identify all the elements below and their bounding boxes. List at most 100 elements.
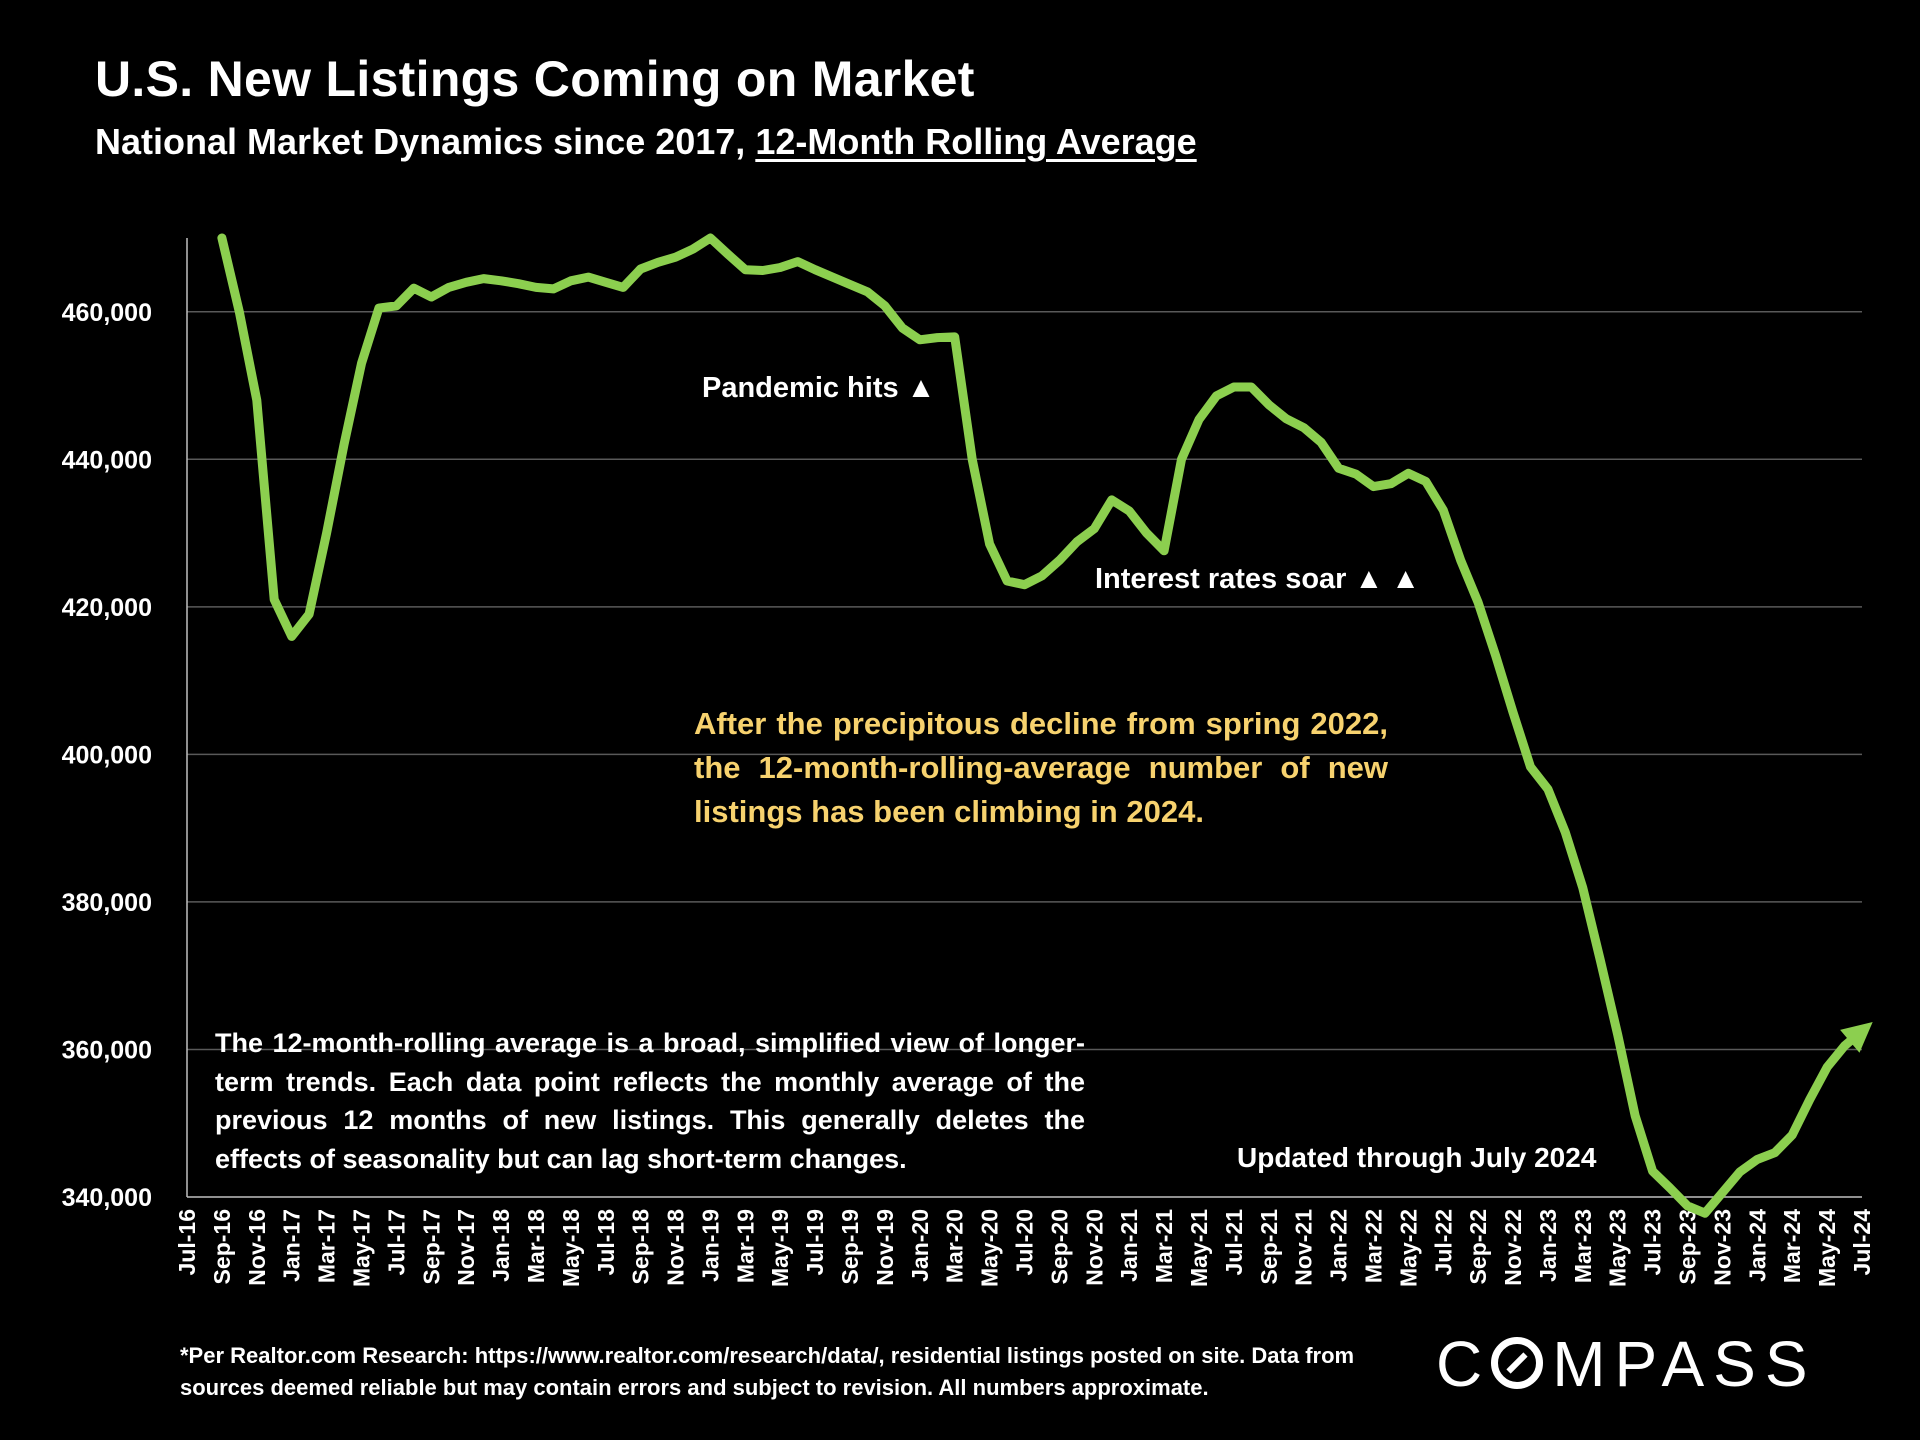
x-tick-label: Sep-18 [628, 1209, 654, 1285]
x-tick-label: Sep-16 [209, 1209, 235, 1284]
x-tick-label: Jul-16 [174, 1209, 200, 1275]
logo-letter-c: C [1436, 1328, 1492, 1400]
data-point [1756, 1158, 1758, 1160]
data-point [1425, 480, 1427, 482]
data-point [1041, 575, 1043, 577]
data-point [1268, 404, 1270, 406]
data-point [605, 281, 607, 283]
data-point [849, 283, 851, 285]
x-tick-label: Jul-20 [1012, 1209, 1038, 1275]
data-point [1303, 427, 1305, 429]
x-tick-label: Sep-19 [837, 1209, 863, 1284]
data-point [238, 311, 240, 313]
x-tick-label: Nov-20 [1081, 1209, 1107, 1286]
data-point [1460, 559, 1462, 561]
data-point [1093, 528, 1095, 530]
data-point [221, 237, 223, 239]
data-point [343, 444, 345, 446]
data-point [587, 276, 589, 278]
x-tick-label: Jan-23 [1535, 1209, 1561, 1282]
x-tick-label: Jul-19 [802, 1209, 828, 1275]
data-point [1844, 1045, 1846, 1047]
x-tick-label: Mar-17 [314, 1209, 340, 1283]
data-point [1390, 483, 1392, 485]
x-tick-label: May-20 [977, 1209, 1003, 1287]
data-point [430, 296, 432, 298]
y-tick-label: 380,000 [62, 889, 152, 917]
x-tick-label: Nov-21 [1291, 1209, 1317, 1286]
x-tick-label: Nov-22 [1500, 1209, 1526, 1286]
data-point [1512, 711, 1514, 713]
data-point [657, 261, 659, 263]
x-tick-label: Jan-22 [1326, 1209, 1352, 1282]
data-point [1495, 655, 1497, 657]
data-point [518, 283, 520, 285]
data-point [1181, 458, 1183, 460]
data-point [378, 307, 380, 309]
data-point [1687, 1205, 1689, 1207]
data-point [1372, 486, 1374, 488]
y-axis: 340,000 360,000 380,000 400,000 420,000 440,0… [62, 238, 188, 1212]
data-points [221, 237, 1863, 1214]
x-tick-label: Mar-22 [1360, 1209, 1386, 1283]
x-tick-label: May-21 [1186, 1209, 1212, 1287]
data-point [1582, 887, 1584, 889]
x-tick-label: Jul-21 [1221, 1209, 1247, 1276]
source-footnote: *Per Realtor.com Research: https://www.r… [180, 1343, 1355, 1400]
x-tick-label: Jan-17 [279, 1209, 305, 1282]
x-tick-label: Jul-18 [593, 1209, 619, 1276]
x-tick-label: Nov-19 [872, 1209, 898, 1286]
data-point [936, 337, 938, 339]
data-point [1669, 1187, 1671, 1189]
data-point [744, 269, 746, 271]
data-point [1338, 467, 1340, 469]
x-tick-label: Nov-17 [453, 1209, 479, 1286]
x-tick-label: Jan-18 [488, 1209, 514, 1282]
data-point [291, 635, 293, 637]
data-point [866, 291, 868, 293]
x-tick-label: Mar-18 [523, 1209, 549, 1283]
data-point [919, 339, 921, 341]
data-point [1564, 832, 1566, 834]
data-point [1076, 541, 1078, 543]
subtitle-text: National Market Dynamics since 2017, [95, 121, 756, 162]
chart-subtitle: National Market Dynamics since 2017, 12-… [95, 121, 1197, 163]
data-point [971, 458, 973, 460]
data-point [1809, 1099, 1811, 1101]
data-point [727, 253, 729, 255]
x-tick-label: Nov-23 [1709, 1209, 1735, 1286]
data-point [1704, 1212, 1706, 1214]
x-tick-label: Mar-19 [732, 1209, 758, 1283]
data-point [1774, 1152, 1776, 1154]
data-point [1739, 1171, 1741, 1173]
x-tick-label: Jul-24 [1849, 1209, 1875, 1276]
x-tick-label: Sep-21 [1256, 1209, 1282, 1285]
y-tick-label: 420,000 [62, 594, 152, 622]
y-tick-label: 400,000 [62, 741, 152, 769]
data-point [273, 598, 275, 600]
x-tick-label: Sep-20 [1046, 1209, 1072, 1284]
x-tick-label: Mar-23 [1570, 1209, 1596, 1283]
data-point [256, 399, 258, 401]
data-point [1250, 386, 1252, 388]
x-tick-label: Nov-18 [663, 1209, 689, 1286]
data-point [1111, 499, 1113, 501]
x-tick-label: Jan-20 [907, 1209, 933, 1282]
data-point [762, 269, 764, 271]
data-point [1634, 1115, 1636, 1117]
data-point [832, 276, 834, 278]
chart-title: U.S. New Listings Coming on Market [95, 51, 975, 107]
y-tick-label: 460,000 [62, 299, 152, 327]
callout-text: After the precipitous decline from sprin… [694, 706, 1388, 829]
data-point [989, 543, 991, 545]
data-point [1791, 1134, 1793, 1136]
x-tick-label: Jan-24 [1744, 1209, 1770, 1282]
logo-letters-mpass: MPASS [1552, 1328, 1817, 1400]
methodology-note: The 12-month-rolling average is a broad,… [215, 1028, 1085, 1174]
data-point [1355, 473, 1357, 475]
data-point [1721, 1192, 1723, 1194]
x-tick-label: Jan-21 [1116, 1209, 1142, 1282]
x-tick-label: May-19 [767, 1209, 793, 1287]
updated-label: Updated through July 2024 [1237, 1142, 1597, 1173]
